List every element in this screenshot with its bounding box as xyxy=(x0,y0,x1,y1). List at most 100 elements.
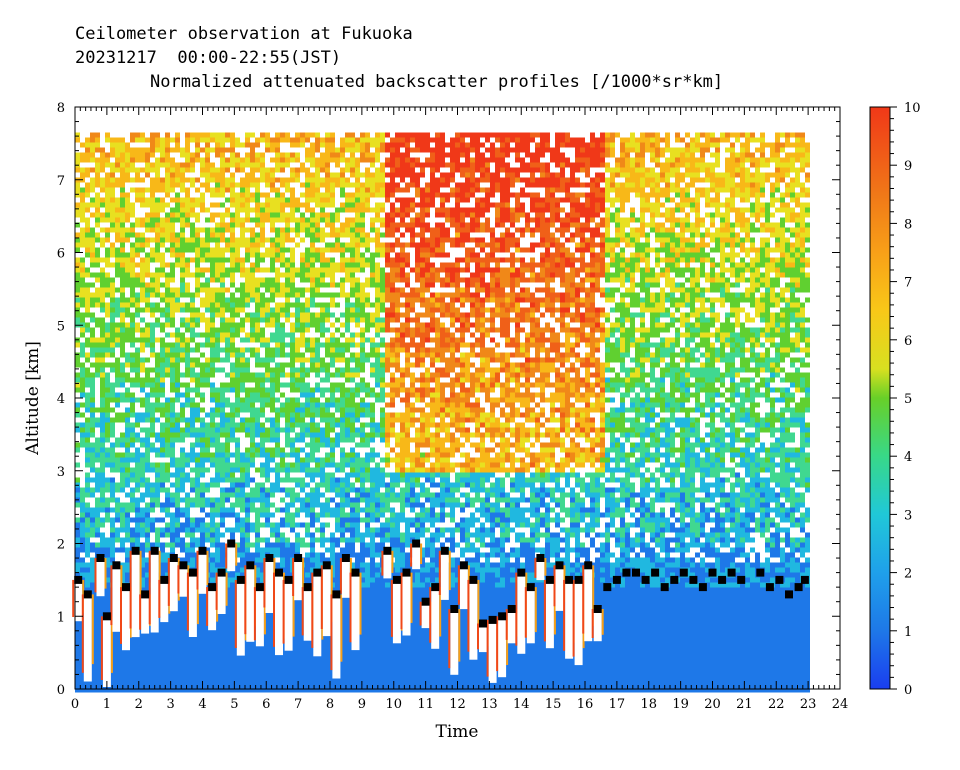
heatmap-cell xyxy=(485,147,490,153)
heatmap-cell xyxy=(435,177,440,183)
heatmap-cell xyxy=(620,157,625,163)
heatmap-cell xyxy=(505,137,510,143)
heatmap-cell xyxy=(505,267,510,273)
heatmap-cell xyxy=(360,202,365,208)
heatmap-cell xyxy=(435,167,440,173)
heatmap-cell xyxy=(275,167,280,173)
heatmap-cell xyxy=(535,242,540,248)
heatmap-cell xyxy=(655,157,660,163)
heatmap-cell xyxy=(265,142,270,148)
heatmap-cell xyxy=(805,142,810,148)
heatmap-cell xyxy=(240,217,245,223)
heatmap-cell xyxy=(400,342,405,348)
heatmap-cell xyxy=(735,237,740,243)
heatmap-cell xyxy=(665,197,670,203)
heatmap-cell xyxy=(580,227,585,233)
heatmap-cell xyxy=(715,262,720,268)
heatmap-cell xyxy=(730,297,735,303)
heatmap-cell xyxy=(310,247,315,253)
heatmap-cell xyxy=(110,227,115,233)
heatmap-cell xyxy=(425,222,430,228)
heatmap-cell xyxy=(210,172,215,178)
heatmap-cell xyxy=(625,157,630,163)
heatmap-cell xyxy=(720,182,725,188)
heatmap-cell xyxy=(325,167,330,173)
heatmap-cell xyxy=(230,317,235,323)
heatmap-cell xyxy=(715,192,720,198)
heatmap-cell xyxy=(115,327,120,333)
heatmap-cell xyxy=(755,162,760,168)
heatmap-cell xyxy=(145,222,150,228)
heatmap-cell xyxy=(640,322,645,328)
heatmap-cell xyxy=(635,177,640,183)
heatmap-cell xyxy=(460,292,465,298)
heatmap-cell xyxy=(510,302,515,308)
heatmap-cell xyxy=(690,237,695,243)
heatmap-cell xyxy=(625,137,630,143)
heatmap-cell xyxy=(85,167,90,173)
heatmap-cell xyxy=(440,307,445,313)
heatmap-cell xyxy=(160,307,165,313)
heatmap-cell xyxy=(660,322,665,328)
heatmap-cell xyxy=(540,267,545,273)
heatmap-cell xyxy=(475,202,480,208)
heatmap-cell xyxy=(90,177,95,183)
heatmap-cell xyxy=(480,267,485,273)
heatmap-cell xyxy=(805,337,810,343)
heatmap-cell xyxy=(85,217,90,223)
heatmap-cell xyxy=(170,332,175,338)
heatmap-cell xyxy=(595,142,600,148)
heatmap-cell xyxy=(315,317,320,323)
heatmap-cell xyxy=(760,312,765,318)
heatmap-cell xyxy=(675,307,680,313)
heatmap-cell xyxy=(110,142,115,148)
heatmap-cell xyxy=(395,197,400,203)
heatmap-cell xyxy=(305,327,310,333)
heatmap-cell xyxy=(755,217,760,223)
heatmap-cell xyxy=(150,202,155,208)
heatmap-cell xyxy=(520,327,525,333)
heatmap-cell xyxy=(470,207,475,213)
heatmap-cell xyxy=(410,267,415,273)
heatmap-cell xyxy=(95,192,100,198)
heatmap-cell xyxy=(510,222,515,228)
heatmap-cell xyxy=(585,142,590,148)
heatmap-cell xyxy=(465,172,470,178)
heatmap-cell xyxy=(355,147,360,153)
heatmap-cell xyxy=(640,217,645,223)
heatmap-cell xyxy=(230,192,235,198)
heatmap-cell xyxy=(125,257,130,263)
heatmap-cell xyxy=(170,347,175,353)
heatmap-cell xyxy=(280,177,285,183)
heatmap-cell xyxy=(345,162,350,168)
heatmap-cell xyxy=(295,157,300,163)
heatmap-cell xyxy=(500,297,505,303)
heatmap-cell xyxy=(415,187,420,193)
heatmap-cell xyxy=(455,292,460,298)
heatmap-cell xyxy=(350,222,355,228)
heatmap-cell xyxy=(310,232,315,238)
heatmap-cell xyxy=(375,212,380,218)
heatmap-cell xyxy=(385,192,390,198)
heatmap-cell xyxy=(750,137,755,143)
heatmap-cell xyxy=(540,182,545,188)
heatmap-cell xyxy=(245,277,250,283)
heatmap-cell xyxy=(95,297,100,303)
heatmap-cell xyxy=(325,247,330,253)
heatmap-cell xyxy=(690,307,695,313)
heatmap-cell xyxy=(745,217,750,223)
heatmap-cell xyxy=(305,277,310,283)
heatmap-cell xyxy=(345,177,350,183)
heatmap-cell xyxy=(370,217,375,223)
heatmap-cell xyxy=(650,297,655,303)
heatmap-cell xyxy=(550,157,555,163)
heatmap-cell xyxy=(95,317,100,323)
heatmap-cell xyxy=(465,317,470,323)
heatmap-cell xyxy=(555,137,560,143)
heatmap-cell xyxy=(340,292,345,298)
heatmap-cell xyxy=(360,232,365,238)
heatmap-cell xyxy=(175,337,180,343)
heatmap-cell xyxy=(275,257,280,263)
heatmap-cell xyxy=(680,217,685,223)
heatmap-cell xyxy=(655,212,660,218)
